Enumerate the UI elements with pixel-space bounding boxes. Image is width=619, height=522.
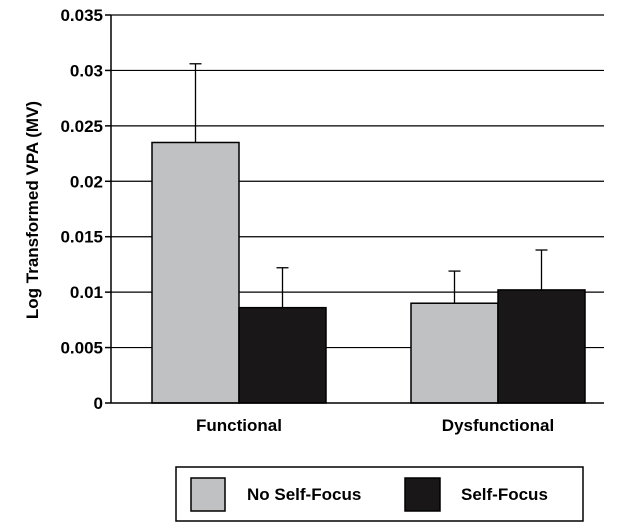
axes: [110, 15, 604, 404]
y-tick-label-4: 0.02: [70, 172, 103, 191]
legend-swatch-no-self-focus: [190, 477, 226, 512]
category-label-functional: Functional: [196, 416, 282, 435]
y-tick-label-5: 0.025: [60, 117, 103, 136]
bar-dysfunctional-self-focus: [497, 289, 586, 404]
legend-label-no-self-focus: No Self-Focus: [247, 485, 361, 504]
y-tick-label-3: 0.015: [60, 228, 103, 247]
y-tick-label-6: 0.03: [70, 61, 103, 80]
bars: [151, 63, 586, 404]
category-label-dysfunctional: Dysfunctional: [442, 416, 554, 435]
legend-label-self-focus: Self-Focus: [461, 485, 548, 504]
y-tick-labels: 0 0.005 0.01 0.015 0.02 0.025 0.03 0.035: [60, 6, 103, 413]
y-tick-label-2: 0.01: [70, 283, 103, 302]
y-tick-label-7: 0.035: [60, 6, 103, 25]
bar-dysfunctional-no-self-focus: [410, 302, 499, 404]
y-tick-label-0: 0: [94, 394, 103, 413]
legend-box: [175, 466, 584, 522]
category-labels: Functional Dysfunctional: [196, 416, 554, 435]
bar-functional-self-focus: [238, 306, 327, 404]
legend-swatch-self-focus: [404, 477, 441, 512]
bar-functional-no-self-focus: [151, 141, 240, 404]
y-axis-title: Log Transformed VPA (MV): [23, 101, 42, 319]
y-tick-label-1: 0.005: [60, 339, 103, 358]
legend: No Self-Focus Self-Focus: [175, 466, 584, 522]
